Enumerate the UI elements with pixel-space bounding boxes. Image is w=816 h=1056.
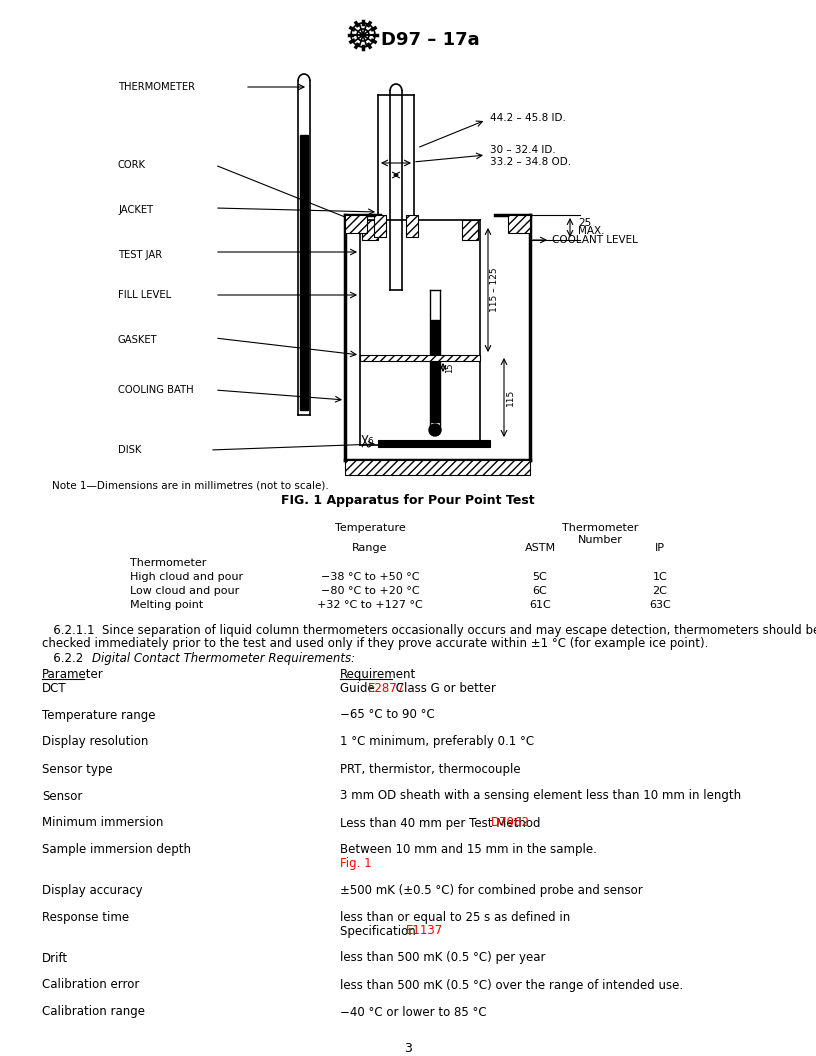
Text: Guide: Guide — [340, 681, 379, 695]
Text: High cloud and pour: High cloud and pour — [130, 572, 243, 582]
Text: TEST JAR: TEST JAR — [118, 250, 162, 260]
Bar — [431, 320, 439, 422]
Text: D97 – 17a: D97 – 17a — [381, 31, 480, 49]
Text: FIG. 1 Apparatus for Pour Point Test: FIG. 1 Apparatus for Pour Point Test — [282, 494, 534, 507]
Text: Class G or better: Class G or better — [392, 681, 496, 695]
Text: less than or equal to 25 s as defined in: less than or equal to 25 s as defined in — [340, 911, 570, 924]
Text: −38 °C to +50 °C: −38 °C to +50 °C — [321, 572, 419, 582]
Bar — [360, 355, 480, 361]
Polygon shape — [362, 220, 378, 240]
Text: COOLANT LEVEL: COOLANT LEVEL — [552, 235, 638, 245]
Text: 115 – 125: 115 – 125 — [490, 267, 499, 313]
Text: 3 mm OD sheath with a sensing element less than 10 mm in length: 3 mm OD sheath with a sensing element le… — [340, 790, 741, 803]
Text: DCT: DCT — [42, 681, 67, 695]
Text: Digital Contact Thermometer Requirements:: Digital Contact Thermometer Requirements… — [92, 652, 356, 665]
Text: Requirement: Requirement — [340, 668, 416, 681]
Text: Low cloud and pour: Low cloud and pour — [130, 586, 239, 596]
Text: Note 1—Dimensions are in millimetres (not to scale).: Note 1—Dimensions are in millimetres (no… — [52, 480, 329, 490]
Text: Calibration range: Calibration range — [42, 1005, 145, 1018]
Bar — [406, 215, 418, 237]
Text: 1 °C minimum, preferably 0.1 °C: 1 °C minimum, preferably 0.1 °C — [340, 735, 534, 749]
Text: JACKET: JACKET — [118, 205, 153, 215]
Bar — [508, 215, 530, 233]
Text: 44.2 – 45.8 ID.: 44.2 – 45.8 ID. — [490, 113, 565, 122]
Text: −40 °C or lower to 85 °C: −40 °C or lower to 85 °C — [340, 1005, 486, 1018]
Text: COOLING BATH: COOLING BATH — [118, 385, 193, 395]
Text: Melting point: Melting point — [130, 600, 203, 610]
Bar — [345, 460, 530, 475]
Text: D7962: D7962 — [491, 816, 530, 830]
Text: Sensor: Sensor — [42, 790, 82, 803]
Text: less than 500 mK (0.5 °C) per year: less than 500 mK (0.5 °C) per year — [340, 951, 546, 964]
Text: MAX.: MAX. — [578, 226, 605, 235]
Text: +32 °C to +127 °C: +32 °C to +127 °C — [317, 600, 423, 610]
Text: DISK: DISK — [118, 445, 141, 455]
Text: 1C: 1C — [653, 572, 667, 582]
Text: less than 500 mK (0.5 °C) over the range of intended use.: less than 500 mK (0.5 °C) over the range… — [340, 979, 683, 992]
Text: THERMOMETER: THERMOMETER — [118, 82, 195, 92]
Text: PRT, thermistor, thermocouple: PRT, thermistor, thermocouple — [340, 762, 521, 775]
Text: checked immediately prior to the test and used only if they prove accurate withi: checked immediately prior to the test an… — [42, 637, 708, 650]
Text: 2C: 2C — [653, 586, 667, 596]
Text: −65 °C to 90 °C: −65 °C to 90 °C — [340, 709, 435, 721]
Text: Minimum immersion: Minimum immersion — [42, 816, 163, 830]
Bar — [374, 215, 386, 237]
Text: Thermometer
Number: Thermometer Number — [561, 523, 638, 545]
Text: Display resolution: Display resolution — [42, 735, 149, 749]
Text: Parameter: Parameter — [42, 668, 104, 681]
Text: Less than 40 mm per Test Method: Less than 40 mm per Test Method — [340, 816, 544, 830]
Text: Between 10 mm and 15 mm in the sample.: Between 10 mm and 15 mm in the sample. — [340, 844, 596, 856]
Text: Thermometer: Thermometer — [130, 558, 206, 568]
Text: Fig. 1: Fig. 1 — [340, 857, 371, 870]
Text: Sensor type: Sensor type — [42, 762, 113, 775]
Text: Calibration error: Calibration error — [42, 979, 140, 992]
Text: Specification: Specification — [340, 924, 419, 938]
Text: 5C: 5C — [533, 572, 548, 582]
Circle shape — [429, 425, 441, 436]
Bar — [300, 135, 308, 410]
Text: 115: 115 — [506, 389, 515, 406]
Text: CORK: CORK — [118, 161, 146, 170]
Text: 30 – 32.4 ID.: 30 – 32.4 ID. — [490, 145, 556, 155]
Text: 3: 3 — [404, 1042, 412, 1055]
Polygon shape — [462, 220, 478, 240]
Text: E2877: E2877 — [368, 681, 406, 695]
Text: Response time: Response time — [42, 911, 129, 924]
Text: 61C: 61C — [529, 600, 551, 610]
Bar — [345, 215, 367, 233]
Text: −80 °C to +20 °C: −80 °C to +20 °C — [321, 586, 419, 596]
Text: ±500 mK (±0.5 °C) for combined probe and sensor: ±500 mK (±0.5 °C) for combined probe and… — [340, 884, 643, 897]
Text: 6C: 6C — [533, 586, 548, 596]
Text: FILL LEVEL: FILL LEVEL — [118, 290, 171, 300]
Text: Sample immersion depth: Sample immersion depth — [42, 844, 191, 856]
Text: Temperature: Temperature — [335, 523, 406, 533]
Text: 6: 6 — [367, 437, 373, 447]
Text: Range: Range — [353, 543, 388, 553]
Bar — [378, 440, 490, 447]
Text: 15: 15 — [445, 363, 454, 373]
Text: Drift: Drift — [42, 951, 68, 964]
Text: GASKET: GASKET — [118, 335, 157, 345]
Text: 63C: 63C — [649, 600, 671, 610]
Text: 33.2 – 34.8 OD.: 33.2 – 34.8 OD. — [490, 157, 571, 167]
Text: Display accuracy: Display accuracy — [42, 884, 143, 897]
Text: 6.2.2: 6.2.2 — [42, 652, 91, 665]
Text: ASTM: ASTM — [525, 543, 556, 553]
Text: Temperature range: Temperature range — [42, 709, 156, 721]
Text: IP: IP — [655, 543, 665, 553]
Text: 6.2.1.1  Since separation of liquid column thermometers occasionally occurs and : 6.2.1.1 Since separation of liquid colum… — [42, 624, 816, 637]
Text: E1137: E1137 — [406, 924, 443, 938]
Text: 25: 25 — [578, 218, 592, 228]
